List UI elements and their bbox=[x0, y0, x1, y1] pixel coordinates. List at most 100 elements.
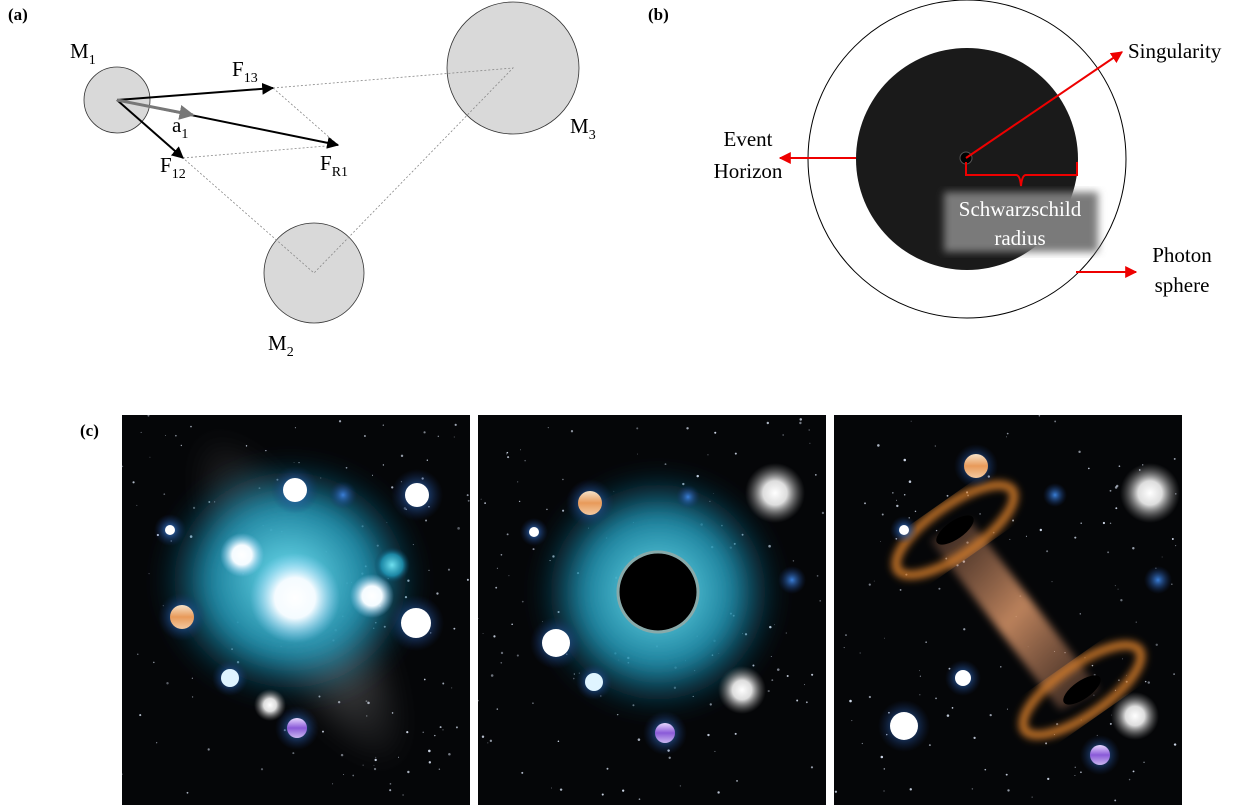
background-star bbox=[734, 452, 737, 455]
background-star bbox=[864, 502, 866, 505]
background-star bbox=[493, 635, 496, 638]
background-star bbox=[896, 504, 899, 508]
background-star bbox=[467, 499, 470, 502]
background-star bbox=[455, 726, 458, 729]
star bbox=[542, 629, 570, 657]
label-base: a bbox=[172, 113, 182, 137]
background-star bbox=[500, 661, 503, 664]
background-star bbox=[186, 791, 189, 794]
background-star bbox=[180, 444, 182, 447]
force-arrow bbox=[116, 82, 275, 101]
background-star bbox=[1143, 761, 1145, 764]
background-star bbox=[175, 434, 177, 437]
background-star bbox=[771, 679, 774, 682]
photon-label: sphere bbox=[1155, 273, 1210, 297]
background-star bbox=[521, 600, 524, 603]
background-star bbox=[714, 431, 717, 434]
background-star bbox=[919, 675, 921, 677]
horizon-label: Horizon bbox=[714, 159, 783, 183]
background-star bbox=[1173, 457, 1176, 460]
background-star bbox=[1031, 796, 1033, 798]
background-star bbox=[442, 682, 445, 685]
background-star bbox=[422, 731, 424, 733]
background-star bbox=[606, 767, 609, 770]
background-star bbox=[859, 652, 861, 654]
background-star bbox=[796, 699, 799, 702]
background-star bbox=[1080, 522, 1082, 524]
background-star bbox=[1006, 708, 1008, 710]
background-star bbox=[1102, 521, 1106, 525]
background-star bbox=[207, 748, 210, 751]
background-star bbox=[928, 744, 931, 747]
label-sub: 13 bbox=[244, 71, 258, 86]
radius-label: Schwarzschild bbox=[959, 197, 1082, 221]
star bbox=[718, 666, 766, 714]
background-star bbox=[1039, 528, 1043, 532]
background-star bbox=[1080, 771, 1082, 774]
background-star bbox=[506, 451, 509, 454]
background-star bbox=[805, 701, 808, 704]
background-star bbox=[1074, 774, 1076, 776]
background-star bbox=[165, 434, 167, 436]
background-star bbox=[506, 533, 509, 536]
background-star bbox=[292, 752, 295, 755]
background-star bbox=[389, 789, 392, 792]
background-star bbox=[1120, 599, 1123, 602]
background-star bbox=[770, 655, 772, 657]
background-star bbox=[163, 493, 166, 495]
background-star bbox=[1047, 777, 1050, 781]
background-star bbox=[767, 689, 770, 693]
background-star bbox=[490, 674, 494, 677]
background-star bbox=[1173, 673, 1175, 675]
star bbox=[1090, 745, 1110, 765]
background-star bbox=[478, 618, 479, 619]
background-star bbox=[426, 459, 429, 461]
panel-label: (c) bbox=[80, 421, 99, 440]
star bbox=[955, 670, 971, 686]
background-star bbox=[843, 646, 845, 649]
background-star bbox=[562, 478, 564, 481]
background-star bbox=[147, 415, 150, 417]
photon-label: Photon bbox=[1152, 243, 1212, 267]
background-star bbox=[524, 459, 526, 462]
star bbox=[170, 605, 194, 629]
background-star bbox=[717, 791, 720, 794]
jet bbox=[930, 520, 1100, 710]
background-star bbox=[559, 788, 563, 791]
background-star bbox=[637, 453, 638, 455]
background-star bbox=[803, 684, 806, 686]
background-star bbox=[434, 734, 436, 737]
background-star bbox=[914, 510, 917, 513]
background-star bbox=[466, 494, 469, 497]
background-star bbox=[454, 423, 457, 426]
background-star bbox=[442, 729, 444, 731]
background-star bbox=[546, 508, 548, 511]
label-sub: 3 bbox=[589, 128, 596, 143]
bright-core bbox=[250, 553, 340, 643]
background-star bbox=[686, 427, 689, 430]
background-star bbox=[166, 682, 169, 685]
black-hole-diagram bbox=[778, 0, 1138, 319]
background-star bbox=[1091, 664, 1094, 667]
background-star bbox=[984, 768, 987, 771]
background-star bbox=[868, 695, 872, 699]
background-star bbox=[478, 699, 479, 702]
star bbox=[964, 454, 988, 478]
background-star bbox=[149, 456, 151, 458]
background-star bbox=[1173, 743, 1175, 745]
background-star bbox=[1006, 436, 1007, 438]
black-hole bbox=[936, 515, 974, 545]
background-star bbox=[811, 673, 814, 676]
background-star bbox=[1114, 585, 1116, 587]
background-star bbox=[883, 790, 885, 792]
background-star bbox=[909, 788, 912, 791]
background-star bbox=[148, 573, 150, 575]
background-star bbox=[331, 783, 334, 785]
background-star bbox=[425, 519, 428, 522]
star bbox=[578, 491, 602, 515]
background-star bbox=[1128, 778, 1131, 781]
background-star bbox=[340, 753, 344, 757]
background-star bbox=[819, 600, 821, 602]
background-star bbox=[1161, 556, 1163, 558]
